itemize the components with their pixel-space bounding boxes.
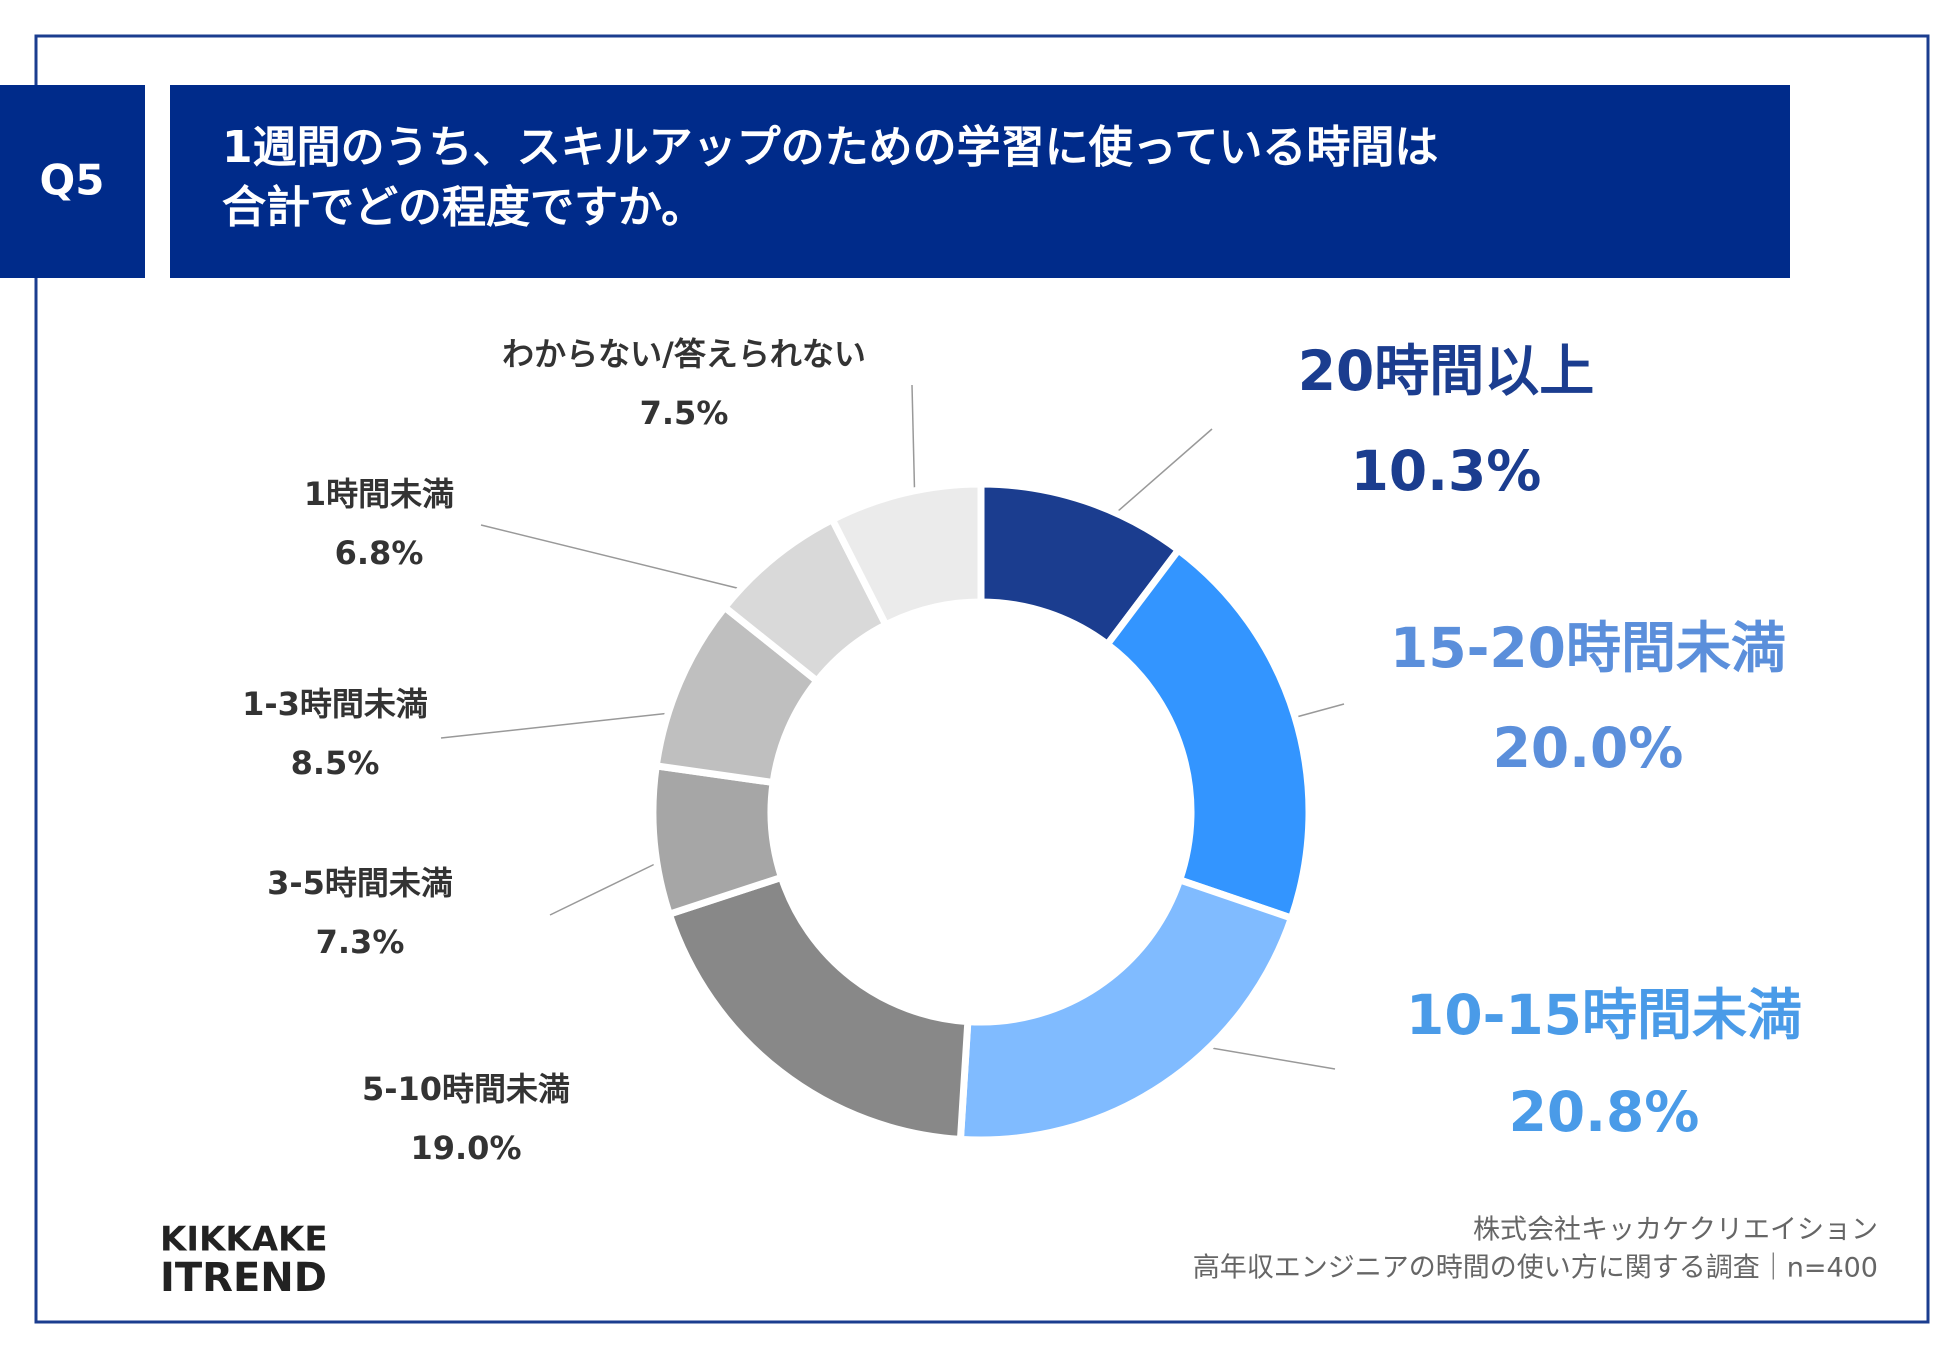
source-text: 高年収エンジニアの時間の使い方に関する調査｜n=400: [1193, 1253, 1878, 1284]
title-line: 合計でどの程度ですか。: [222, 182, 705, 233]
category-label: 15-20時間未満: [1390, 616, 1786, 680]
category-label: 5-10時間未満: [362, 1070, 570, 1108]
value-label: 10.3%: [1351, 439, 1542, 503]
title-bar: [170, 85, 1790, 278]
value-label: 19.0%: [410, 1129, 521, 1167]
value-label: 7.3%: [316, 923, 405, 961]
question-label: Q5: [40, 156, 105, 205]
question-box: [0, 85, 145, 278]
leader-line: [549, 861, 660, 916]
value-label: 7.5%: [640, 394, 729, 432]
value-label: 8.5%: [291, 744, 380, 782]
value-label: 20.8%: [1509, 1080, 1700, 1144]
category-label: わからない/答えられない: [502, 335, 866, 373]
donut-slice: [956, 875, 1296, 1144]
category-label: 10-15時間未満: [1406, 983, 1802, 1047]
source-text: 株式会社キッカケクリエイション: [1473, 1215, 1878, 1246]
logo-text: ITREND: [160, 1255, 327, 1301]
category-label: 3-5時間未満: [267, 864, 453, 902]
frame: [34, 34, 1930, 1324]
category-label: 20時間以上: [1298, 339, 1595, 403]
title-line: 1週間のうち、スキルアップのための学習に使っている時間は: [222, 122, 1438, 173]
donut-slice: [664, 872, 972, 1144]
category-label: 1-3時間未満: [242, 685, 428, 723]
donut-slice: [1102, 545, 1313, 923]
logo-text: KIKKAKE: [160, 1220, 328, 1260]
value-label: 20.0%: [1493, 716, 1684, 780]
value-label: 6.8%: [335, 534, 424, 572]
donut-slice: [827, 480, 985, 630]
category-label: 1時間未満: [304, 475, 454, 513]
